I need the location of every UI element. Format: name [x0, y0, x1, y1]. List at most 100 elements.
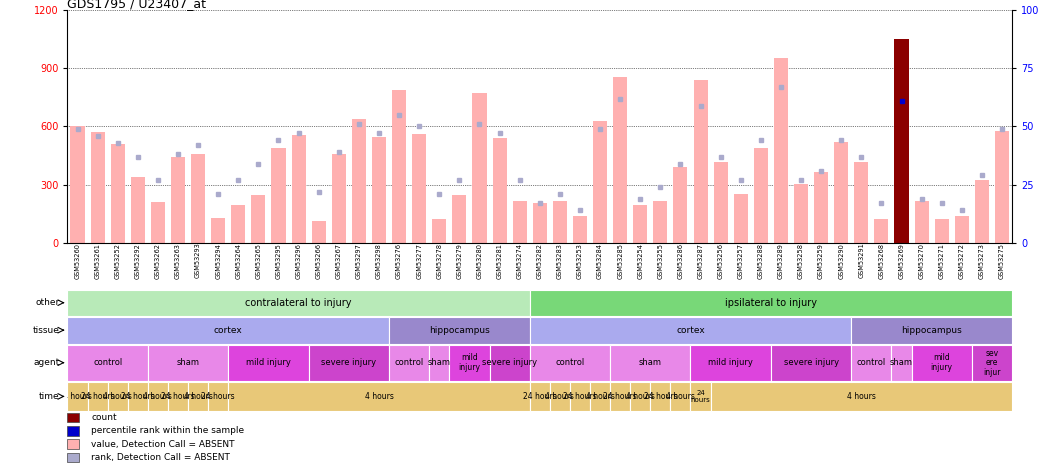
Text: GSM53264: GSM53264 [236, 243, 241, 279]
Text: 4 hours: 4 hours [184, 392, 213, 401]
Bar [108, 382, 128, 411]
Text: sham: sham [638, 358, 662, 367]
Bar [228, 345, 308, 380]
Text: GSM53293: GSM53293 [195, 243, 201, 279]
Text: GSM53274: GSM53274 [517, 243, 523, 279]
Bar [67, 345, 147, 380]
Bar [550, 382, 570, 411]
Text: mild
injury: mild injury [931, 353, 953, 372]
Text: GSM53262: GSM53262 [155, 243, 161, 279]
Bar [711, 382, 1012, 411]
Bar [513, 201, 526, 243]
Text: sham: sham [428, 358, 450, 367]
Bar [67, 412, 79, 422]
Bar [147, 382, 168, 411]
Bar [774, 58, 788, 243]
Bar [430, 345, 449, 380]
Bar [975, 180, 989, 243]
Bar [492, 138, 507, 243]
Text: mild injury: mild injury [708, 358, 754, 367]
Bar [131, 177, 145, 243]
Bar [67, 426, 79, 436]
Text: GSM53258: GSM53258 [798, 243, 804, 279]
Bar [650, 382, 671, 411]
Bar [633, 205, 648, 243]
Bar [814, 172, 828, 243]
Text: 24 hours: 24 hours [81, 392, 114, 401]
Bar [610, 345, 690, 380]
Text: hippocampus: hippocampus [429, 326, 490, 335]
Bar [472, 93, 487, 243]
Text: GSM53270: GSM53270 [919, 243, 925, 279]
Bar [529, 345, 610, 380]
Text: percentile rank within the sample: percentile rank within the sample [91, 426, 244, 435]
Bar [188, 382, 209, 411]
Bar [851, 317, 1012, 344]
Text: GSM53272: GSM53272 [959, 243, 964, 279]
Bar [171, 158, 185, 243]
Bar [87, 382, 108, 411]
Bar [211, 218, 225, 243]
Bar [128, 382, 147, 411]
Text: 24 hours: 24 hours [161, 392, 195, 401]
Text: GSM53280: GSM53280 [476, 243, 483, 279]
Bar [231, 205, 245, 243]
Text: severe injury: severe injury [784, 358, 839, 367]
Bar [995, 131, 1009, 243]
Text: GSM53256: GSM53256 [717, 243, 723, 279]
Bar [111, 144, 125, 243]
Text: 4 hours: 4 hours [847, 392, 876, 401]
Text: GSM53278: GSM53278 [436, 243, 442, 279]
Bar [653, 201, 667, 243]
Text: other: other [35, 298, 59, 307]
Bar [892, 345, 911, 380]
Text: GSM53265: GSM53265 [255, 243, 262, 279]
Text: GSM53282: GSM53282 [537, 243, 543, 279]
Text: GSM53260: GSM53260 [75, 243, 81, 279]
Text: GSM53268: GSM53268 [878, 243, 884, 279]
Text: mild injury: mild injury [246, 358, 291, 367]
Bar [67, 382, 87, 411]
Bar [590, 382, 610, 411]
Bar [67, 439, 79, 449]
Text: GSM53288: GSM53288 [758, 243, 764, 279]
Text: GSM53298: GSM53298 [376, 243, 382, 279]
Bar [372, 137, 386, 243]
Text: 24
hours: 24 hours [690, 390, 710, 403]
Text: GSM53283: GSM53283 [556, 243, 563, 279]
Text: GSM53281: GSM53281 [496, 243, 502, 279]
Bar [895, 40, 908, 243]
Text: 4 hours: 4 hours [545, 392, 574, 401]
Bar [272, 148, 285, 243]
Bar [734, 194, 747, 243]
Text: ipsilateral to injury: ipsilateral to injury [725, 298, 817, 308]
Bar [147, 345, 228, 380]
Bar [228, 382, 529, 411]
Text: GSM53267: GSM53267 [335, 243, 342, 279]
Text: control: control [555, 358, 584, 367]
Text: GSM53277: GSM53277 [416, 243, 422, 279]
Text: 24 hours: 24 hours [644, 392, 677, 401]
Bar [914, 201, 929, 243]
Bar [308, 345, 389, 380]
Bar [754, 148, 768, 243]
Text: agent: agent [33, 358, 59, 367]
Text: 24 hours: 24 hours [523, 392, 556, 401]
Bar [389, 317, 529, 344]
Text: 4 hours: 4 hours [585, 392, 614, 401]
Bar [209, 382, 228, 411]
Bar [251, 195, 266, 243]
Bar [690, 382, 711, 411]
Text: severe injury: severe injury [322, 358, 377, 367]
Text: GSM53253: GSM53253 [577, 243, 583, 279]
Text: GSM53271: GSM53271 [938, 243, 945, 279]
Bar [955, 216, 968, 243]
Text: GSM53290: GSM53290 [839, 243, 844, 279]
Text: GSM53252: GSM53252 [115, 243, 120, 279]
Bar [693, 80, 708, 243]
Bar [794, 184, 808, 243]
Text: GSM53259: GSM53259 [818, 243, 824, 279]
Text: GSM53261: GSM53261 [94, 243, 101, 279]
Text: control: control [93, 358, 122, 367]
Text: 4 hours: 4 hours [103, 392, 132, 401]
